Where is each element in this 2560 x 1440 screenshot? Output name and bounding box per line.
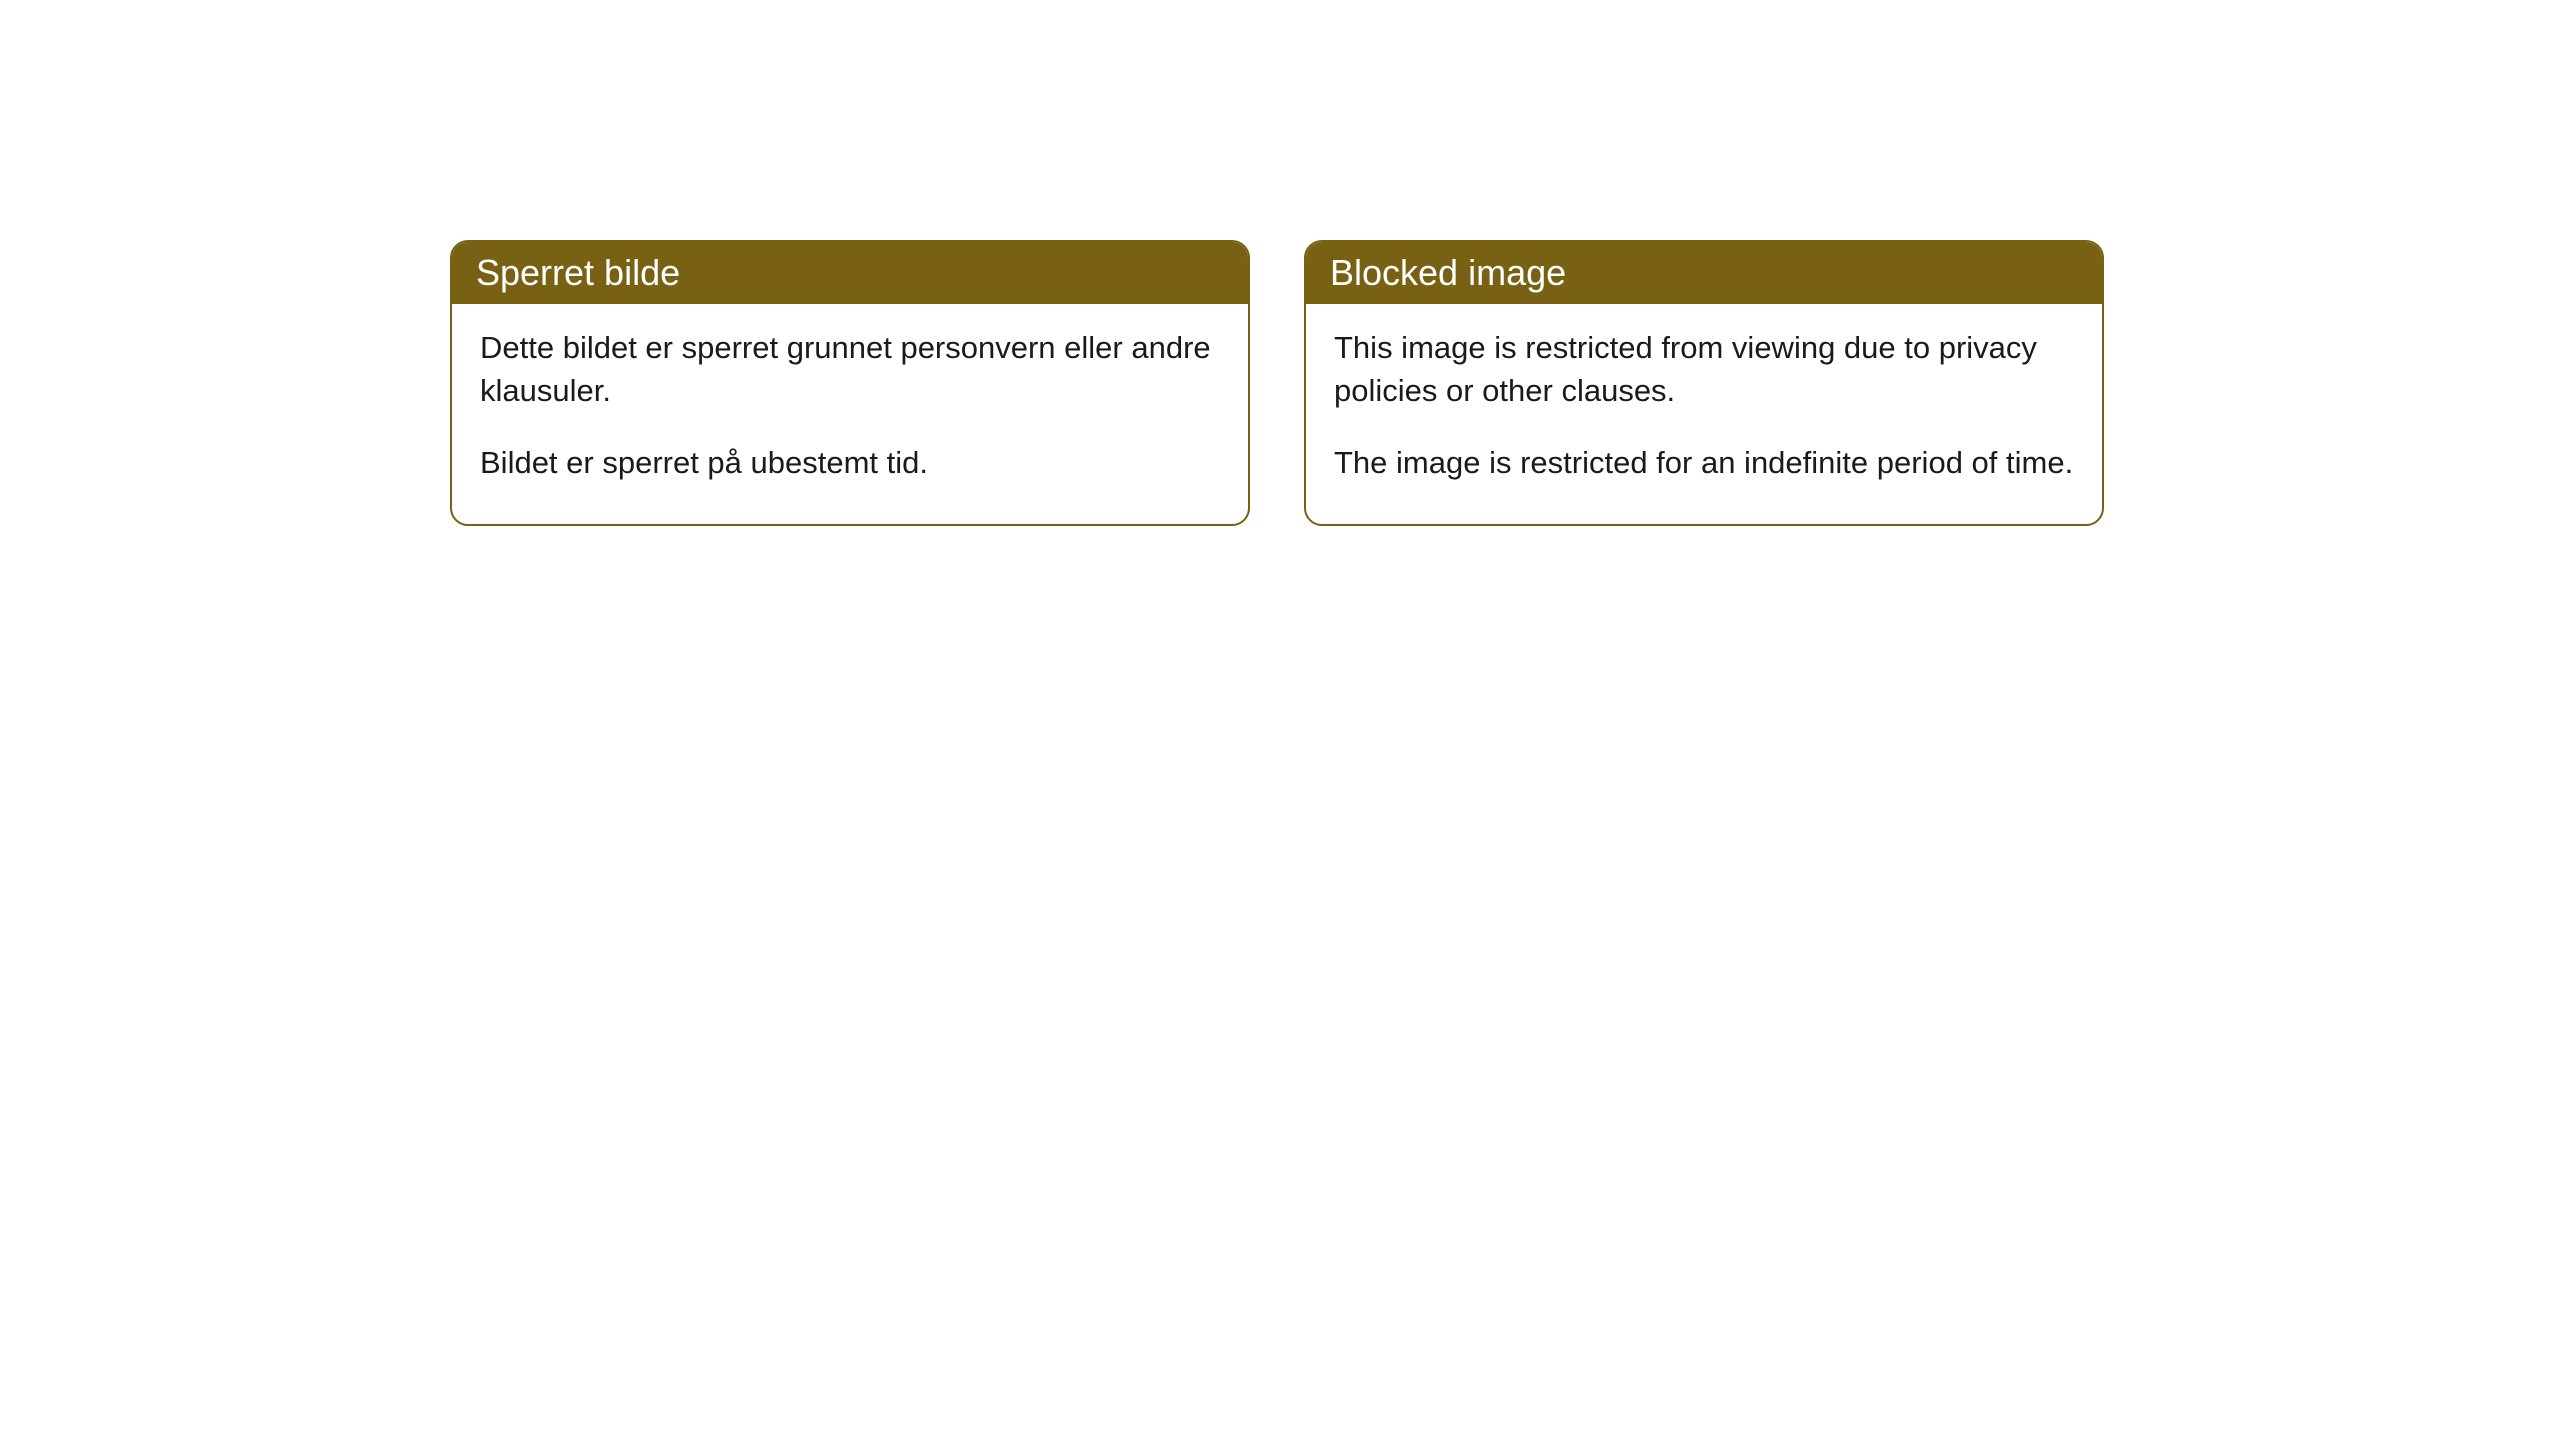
card-paragraph: The image is restricted for an indefinit… [1334, 441, 2074, 484]
card-header-english: Blocked image [1306, 242, 2102, 304]
card-paragraph: Bildet er sperret på ubestemt tid. [480, 441, 1220, 484]
card-header-norwegian: Sperret bilde [452, 242, 1248, 304]
card-body-english: This image is restricted from viewing du… [1306, 304, 2102, 524]
card-paragraph: Dette bildet er sperret grunnet personve… [480, 326, 1220, 413]
card-title: Blocked image [1330, 252, 1566, 293]
notice-cards-container: Sperret bilde Dette bildet er sperret gr… [450, 240, 2560, 526]
notice-card-english: Blocked image This image is restricted f… [1304, 240, 2104, 526]
card-body-norwegian: Dette bildet er sperret grunnet personve… [452, 304, 1248, 524]
card-paragraph: This image is restricted from viewing du… [1334, 326, 2074, 413]
card-title: Sperret bilde [476, 252, 680, 293]
notice-card-norwegian: Sperret bilde Dette bildet er sperret gr… [450, 240, 1250, 526]
